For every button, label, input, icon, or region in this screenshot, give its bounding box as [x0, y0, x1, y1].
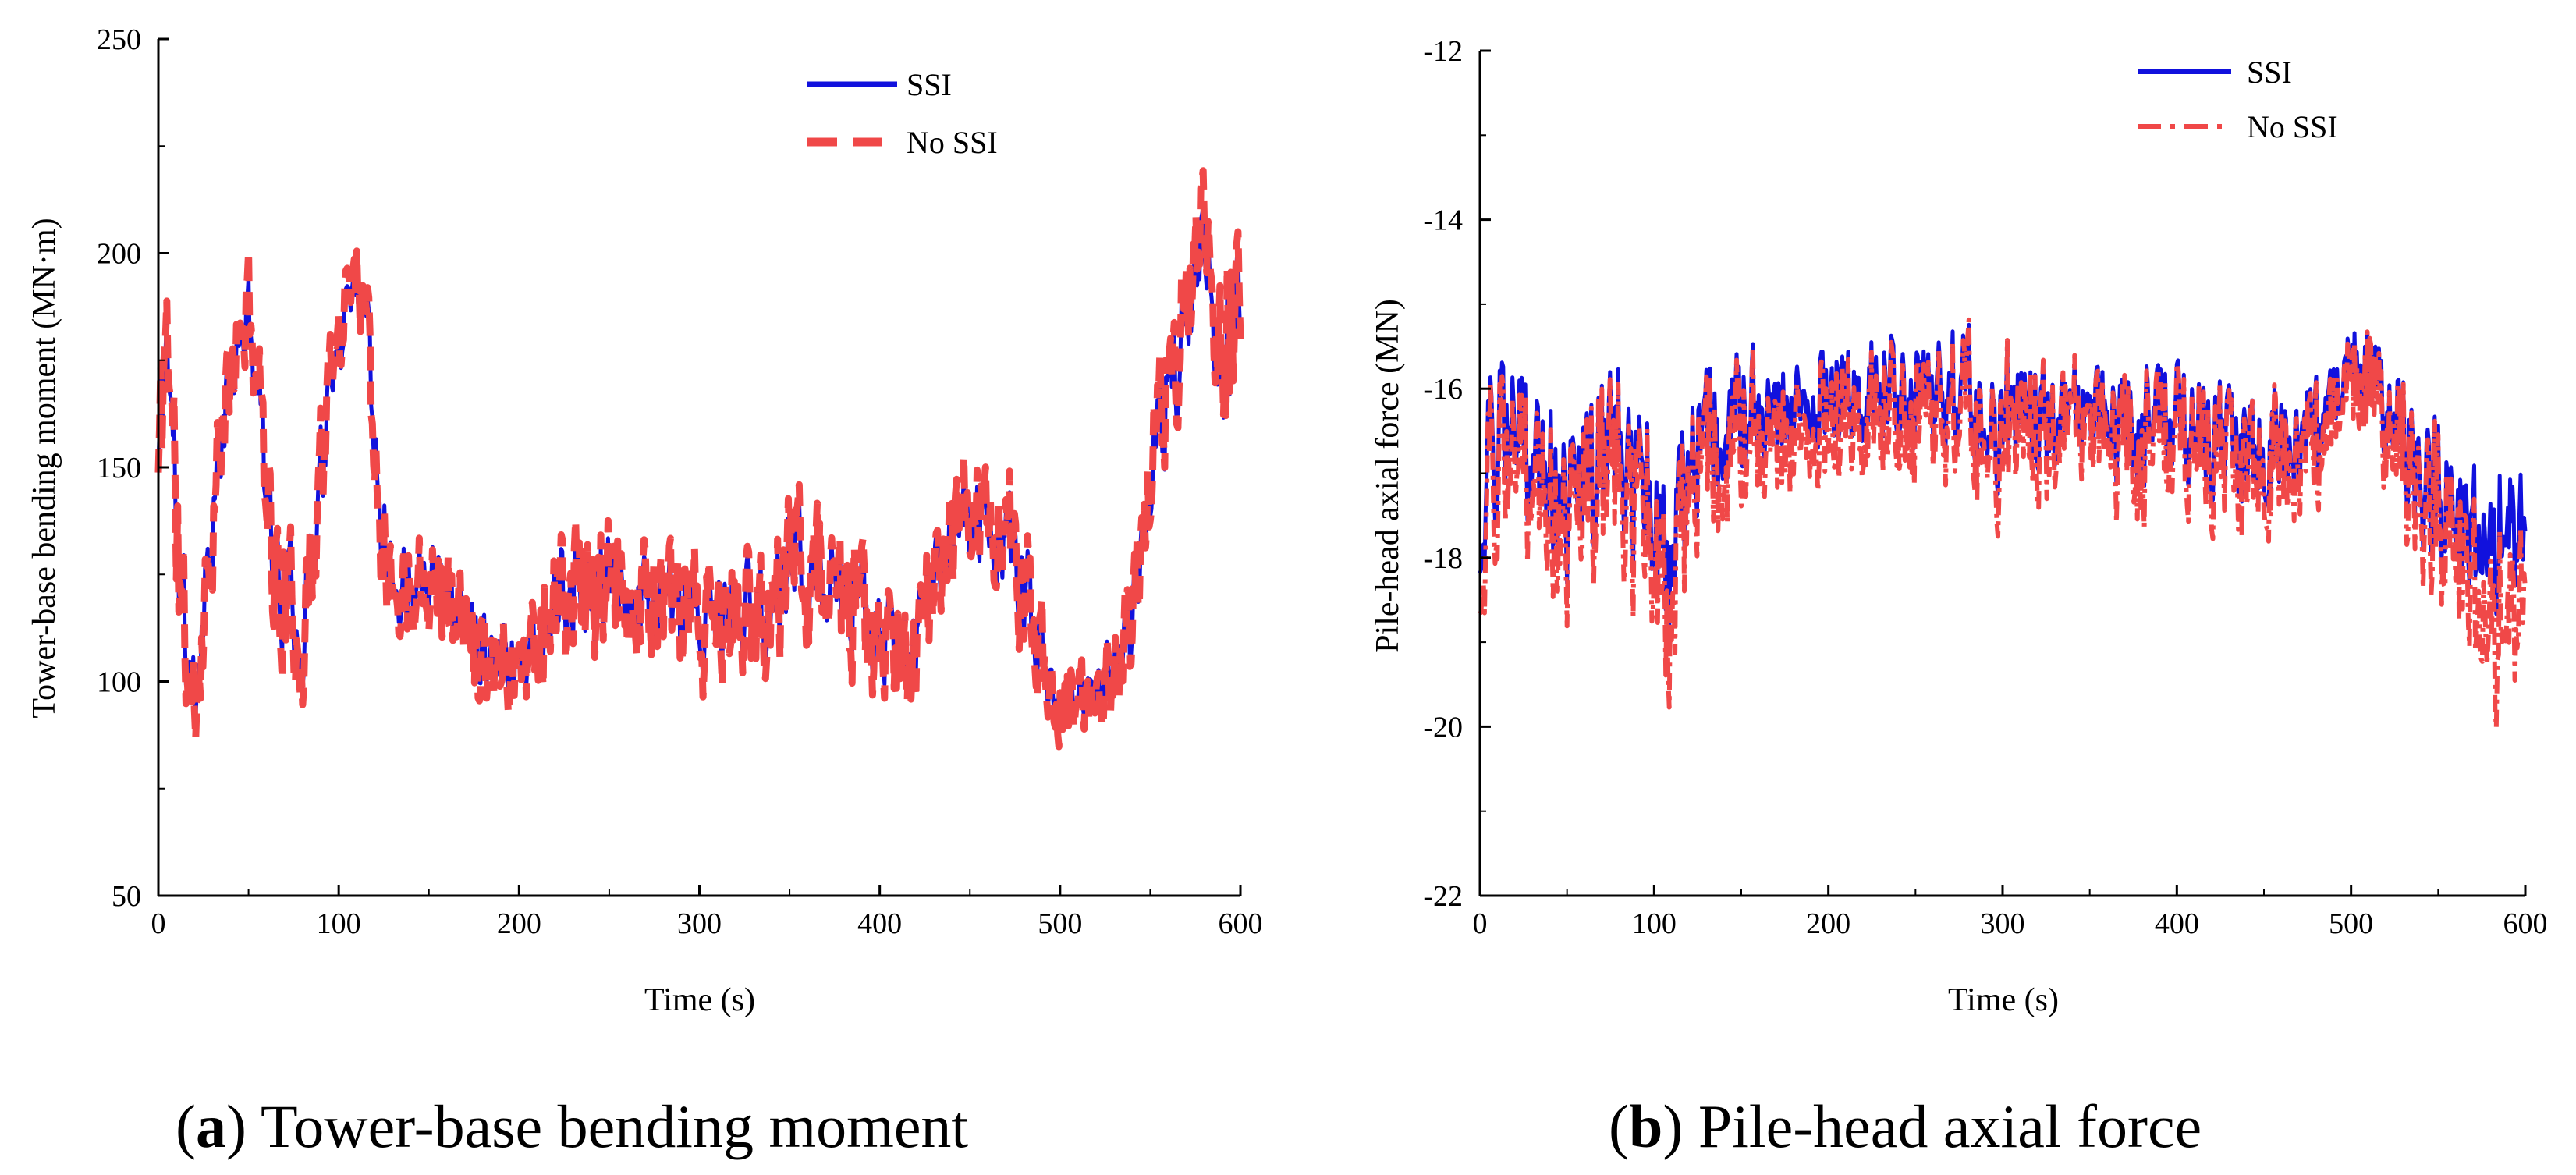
panel-a-caption: (a) Tower-base bending moment	[176, 1092, 968, 1160]
panel-a-y-tick-label: 200	[97, 238, 141, 271]
panel-b-legend: SSI No SSI	[2138, 55, 2338, 144]
panel-a-y-tick-label: 150	[97, 452, 141, 485]
panel-a-y-tick-label: 100	[97, 666, 141, 699]
panel-a-legend: SSI No SSI	[807, 67, 998, 160]
panel-b-pile-head-axial-force: 0 100 200 300 400 500 600 -22 -20 -18 -16 -14 -12 Ti…	[1370, 35, 2548, 1160]
panel-b-x-tick-label: 400	[2155, 907, 2199, 940]
panel-b-x-tick-label: 500	[2329, 907, 2373, 940]
panel-a-plot-area	[154, 167, 1244, 751]
panel-b-caption-letter: b	[1629, 1092, 1662, 1160]
panel-b-y-tick-label: -20	[1423, 711, 1463, 744]
panel-a-y-axis-title: Tower-base bending moment (MN·m)	[27, 218, 62, 718]
panel-a-x-tick-label: 500	[1038, 907, 1082, 940]
panel-a-legend-ssi-label: SSI	[907, 67, 952, 102]
panel-b-caption-text: ) Pile-head axial force	[1662, 1092, 2202, 1160]
panel-a-x-tick-label: 400	[857, 907, 902, 940]
panel-b-y-tick-label: -14	[1423, 204, 1463, 237]
panel-b-y-axis-title: Pile-head axial force (MN)	[1370, 299, 1406, 653]
panel-a-x-tick-label: 300	[677, 907, 722, 940]
panel-b-y-tick-label: -16	[1423, 373, 1463, 406]
panel-b-x-tick-label: 200	[1806, 907, 1850, 940]
panel-b-y-tick-label: -22	[1423, 880, 1463, 913]
panel-b-legend-ssi-label: SSI	[2247, 55, 2292, 90]
panel-b-x-tick-label: 0	[1473, 907, 1488, 940]
panel-a-tower-base-bending-moment: 0 100 200 300 400 500 600 50 100 150 200 250 Time (…	[27, 23, 1263, 1160]
panel-a-y-tick-label: 250	[97, 23, 141, 56]
panel-b-axes: 0 100 200 300 400 500 600 -22 -20 -18 -16 -14 -12	[1423, 35, 2547, 940]
panel-a-caption-letter: a	[196, 1092, 226, 1160]
panel-b-legend-no-ssi-label: No SSI	[2247, 109, 2338, 144]
panel-b-x-tick-label: 300	[1981, 907, 2025, 940]
panel-a-x-tick-label: 200	[497, 907, 541, 940]
panel-a-x-tick-label: 0	[151, 907, 166, 940]
panel-b-x-axis-title: Time (s)	[1948, 982, 2059, 1018]
panel-a-x-tick-label: 600	[1219, 907, 1263, 940]
panel-a-x-tick-label: 100	[317, 907, 361, 940]
panel-b-plot-area	[1478, 317, 2528, 730]
panel-a-y-tick-label: 50	[112, 880, 141, 913]
panel-a-caption-text: ) Tower-base bending moment	[226, 1092, 968, 1160]
panel-b-x-tick-label: 600	[2503, 907, 2548, 940]
panel-b-series-no-ssi-line	[1478, 317, 2528, 730]
panel-a-axes: 0 100 200 300 400 500 600 50 100 150 200 250	[97, 23, 1263, 940]
panel-b-y-tick-label: -12	[1423, 35, 1463, 68]
panel-a-series-no-ssi-line	[154, 167, 1244, 751]
panel-b-y-tick-label: -18	[1423, 542, 1463, 575]
panel-b-x-tick-label: 100	[1632, 907, 1677, 940]
panel-a-x-axis-title: Time (s)	[644, 982, 755, 1018]
panel-b-caption-open-paren: (	[1609, 1092, 1629, 1160]
panel-a-legend-no-ssi-label: No SSI	[907, 125, 998, 160]
panel-b-caption: (b) Pile-head axial force	[1609, 1092, 2202, 1160]
panel-a-caption-open-paren: (	[176, 1092, 196, 1160]
